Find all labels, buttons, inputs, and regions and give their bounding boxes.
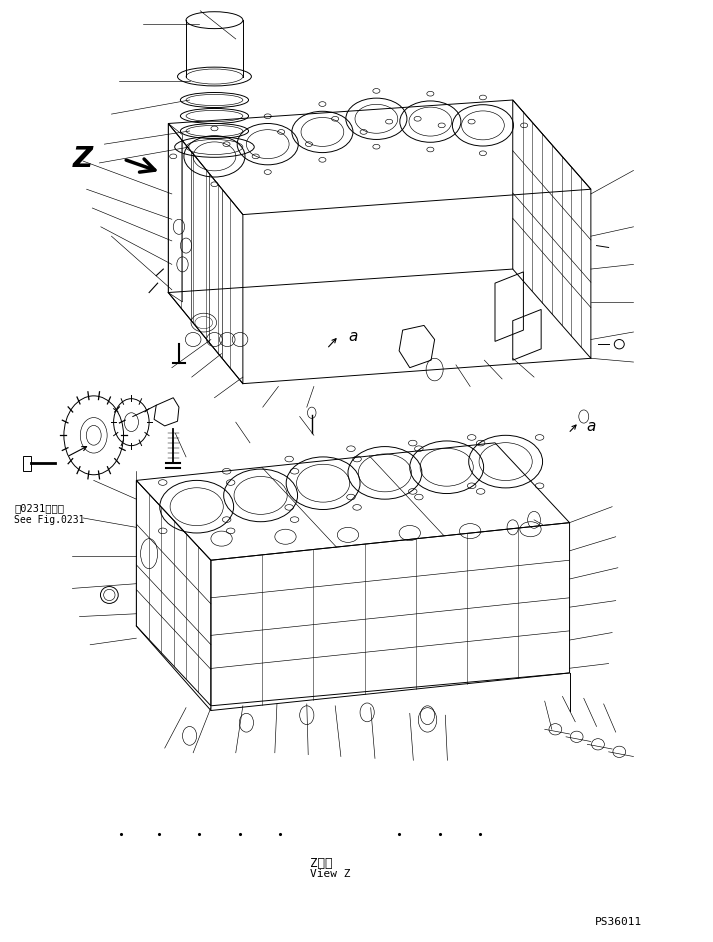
Text: Z: Z (73, 145, 93, 173)
Text: View Z: View Z (310, 869, 351, 879)
Text: 第0231図参照: 第0231図参照 (14, 504, 64, 513)
Text: PS36011: PS36011 (595, 917, 642, 927)
Text: a: a (586, 419, 595, 434)
Text: a: a (348, 329, 357, 344)
Text: See Fig.0231: See Fig.0231 (14, 515, 85, 525)
Text: Z　視: Z 視 (310, 857, 333, 870)
